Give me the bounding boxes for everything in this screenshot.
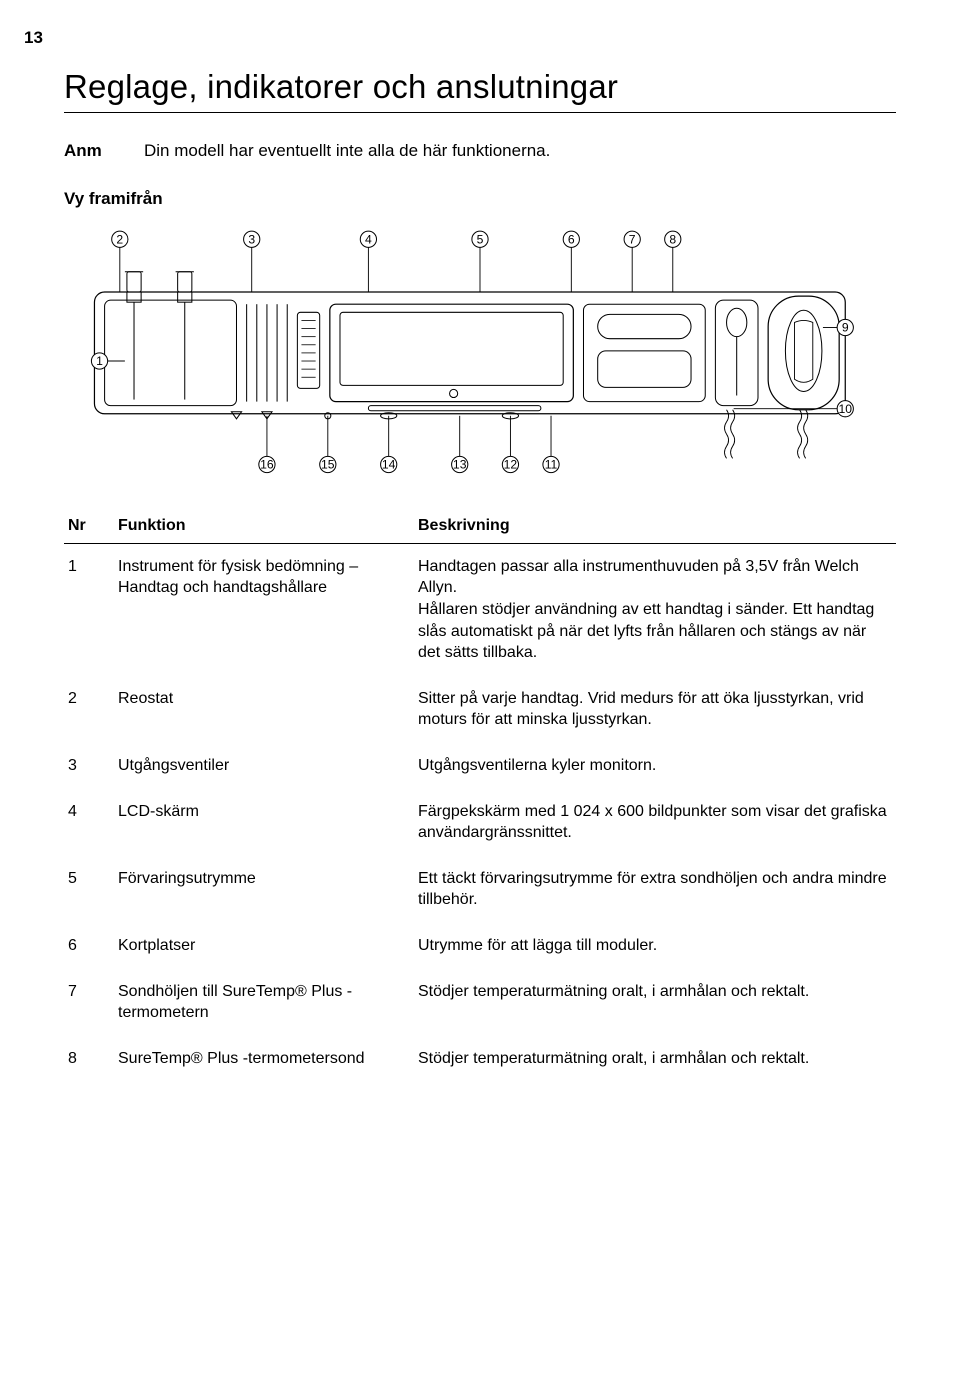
svg-text:9: 9 bbox=[842, 321, 849, 335]
callout-3: 3 bbox=[244, 231, 260, 247]
callout-14: 14 bbox=[381, 456, 397, 472]
svg-text:6: 6 bbox=[568, 232, 575, 246]
cell-desc: Stödjer temperaturmätning oralt, i armhå… bbox=[414, 969, 896, 1036]
cell-nr: 8 bbox=[64, 1036, 114, 1082]
callout-1: 1 bbox=[91, 353, 107, 369]
cell-fn: Instrument för fysisk bedömning – Handta… bbox=[114, 543, 414, 675]
callout-16: 16 bbox=[259, 456, 275, 472]
svg-text:12: 12 bbox=[504, 458, 518, 472]
cell-nr: 6 bbox=[64, 923, 114, 969]
svg-text:1: 1 bbox=[96, 354, 103, 368]
note-text: Din modell har eventuellt inte alla de h… bbox=[144, 141, 550, 161]
cell-nr: 1 bbox=[64, 543, 114, 675]
svg-text:4: 4 bbox=[365, 232, 372, 246]
callout-11: 11 bbox=[543, 456, 559, 472]
cell-nr: 7 bbox=[64, 969, 114, 1036]
callout-7: 7 bbox=[624, 231, 640, 247]
callout-2: 2 bbox=[112, 231, 128, 247]
svg-text:3: 3 bbox=[248, 232, 255, 246]
cell-desc: Utrymme för att lägga till moduler. bbox=[414, 923, 896, 969]
table-row: 8SureTemp® Plus -termometersondStödjer t… bbox=[64, 1036, 896, 1082]
svg-text:14: 14 bbox=[382, 458, 396, 472]
svg-text:2: 2 bbox=[116, 232, 123, 246]
callout-12: 12 bbox=[502, 456, 518, 472]
subheading: Vy framifrån bbox=[64, 189, 896, 209]
device-diagram: 2 3 4 5 6 7 8 1 9 10 16 15 14 13 12 11 bbox=[64, 221, 896, 485]
callout-9: 9 bbox=[837, 319, 853, 335]
svg-text:16: 16 bbox=[260, 458, 274, 472]
cell-fn: Reostat bbox=[114, 676, 414, 743]
callout-6: 6 bbox=[563, 231, 579, 247]
svg-text:13: 13 bbox=[453, 458, 467, 472]
cell-fn: SureTemp® Plus -termometersond bbox=[114, 1036, 414, 1082]
note-row: Anm Din modell har eventuellt inte alla … bbox=[64, 141, 896, 161]
note-label: Anm bbox=[64, 141, 144, 161]
cell-nr: 3 bbox=[64, 743, 114, 789]
cell-desc: Sitter på varje handtag. Vrid medurs för… bbox=[414, 676, 896, 743]
callout-10: 10 bbox=[837, 401, 853, 417]
cell-fn: Kortplatser bbox=[114, 923, 414, 969]
callout-5: 5 bbox=[472, 231, 488, 247]
table-row: 4LCD-skärmFärgpekskärm med 1 024 x 600 b… bbox=[64, 789, 896, 856]
svg-text:11: 11 bbox=[545, 458, 558, 472]
svg-text:10: 10 bbox=[838, 402, 852, 416]
spec-table: Nr Funktion Beskrivning 1Instrument för … bbox=[64, 509, 896, 1082]
diagram-svg: 2 3 4 5 6 7 8 1 9 10 16 15 14 13 12 11 bbox=[64, 221, 896, 485]
th-fn: Funktion bbox=[114, 509, 414, 544]
table-row: 6KortplatserUtrymme för att lägga till m… bbox=[64, 923, 896, 969]
svg-text:15: 15 bbox=[321, 458, 335, 472]
svg-text:7: 7 bbox=[629, 232, 636, 246]
cell-fn: LCD-skärm bbox=[114, 789, 414, 856]
cell-nr: 4 bbox=[64, 789, 114, 856]
callout-8: 8 bbox=[665, 231, 681, 247]
svg-text:5: 5 bbox=[477, 232, 484, 246]
th-desc: Beskrivning bbox=[414, 509, 896, 544]
cell-fn: Sondhöljen till SureTemp® Plus -termomet… bbox=[114, 969, 414, 1036]
cell-desc: Stödjer temperaturmätning oralt, i armhå… bbox=[414, 1036, 896, 1082]
table-row: 5FörvaringsutrymmeEtt täckt förvaringsut… bbox=[64, 856, 896, 923]
page-title: Reglage, indikatorer och anslutningar bbox=[64, 68, 896, 106]
cell-nr: 2 bbox=[64, 676, 114, 743]
callout-13: 13 bbox=[452, 456, 468, 472]
table-row: 3UtgångsventilerUtgångsventilerna kyler … bbox=[64, 743, 896, 789]
title-rule bbox=[64, 112, 896, 113]
svg-text:8: 8 bbox=[669, 232, 676, 246]
cell-fn: Förvaringsutrymme bbox=[114, 856, 414, 923]
callout-4: 4 bbox=[360, 231, 376, 247]
callout-15: 15 bbox=[320, 456, 336, 472]
cell-desc: Utgångsventilerna kyler monitorn. bbox=[414, 743, 896, 789]
table-row: 7Sondhöljen till SureTemp® Plus -termome… bbox=[64, 969, 896, 1036]
cell-desc: Färgpekskärm med 1 024 x 600 bildpunkter… bbox=[414, 789, 896, 856]
page-number: 13 bbox=[24, 28, 43, 48]
th-nr: Nr bbox=[64, 509, 114, 544]
cell-desc: Handtagen passar alla instrumenthuvuden … bbox=[414, 543, 896, 675]
table-row: 2ReostatSitter på varje handtag. Vrid me… bbox=[64, 676, 896, 743]
table-row: 1Instrument för fysisk bedömning – Handt… bbox=[64, 543, 896, 675]
cell-fn: Utgångsventiler bbox=[114, 743, 414, 789]
cell-nr: 5 bbox=[64, 856, 114, 923]
cell-desc: Ett täckt förvaringsutrymme för extra so… bbox=[414, 856, 896, 923]
